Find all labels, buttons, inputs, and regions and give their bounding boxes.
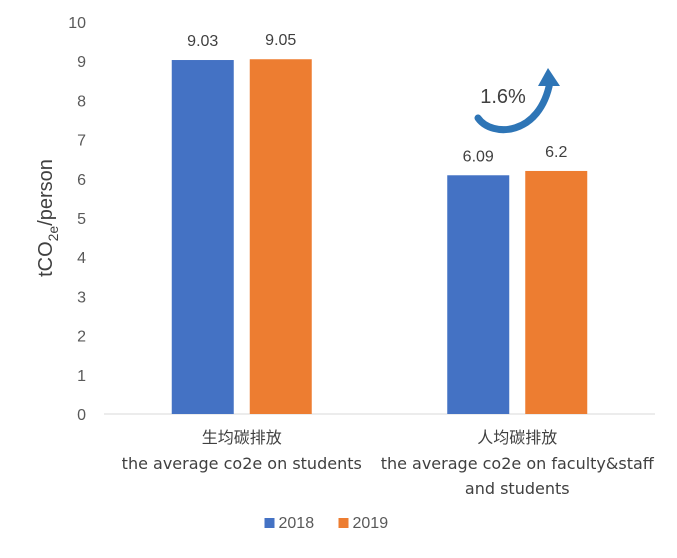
y-tick-label: 4 xyxy=(77,250,86,267)
data-label: 9.03 xyxy=(187,33,218,50)
legend-swatch-2018 xyxy=(264,518,275,528)
y-tick-label: 1 xyxy=(77,368,86,385)
bar-2019-0 xyxy=(249,59,312,415)
category-label-en: the average co2e on students xyxy=(122,454,362,473)
growth-annotation: 1.6% xyxy=(474,68,560,134)
data-labels: 9.03 9.05 6.09 6.2 xyxy=(187,32,567,165)
y-tick-label: 7 xyxy=(77,133,86,150)
curved-arrow-icon xyxy=(474,78,554,134)
legend: 2018 2019 xyxy=(264,515,389,532)
arrow-head xyxy=(538,68,560,86)
category-labels: 生均碳排放 the average co2e on students 人均碳排放 th… xyxy=(122,428,655,498)
data-label: 9.05 xyxy=(265,32,296,49)
y-tick-label: 2 xyxy=(77,329,86,346)
category-label-cn: 人均碳排放 xyxy=(477,428,557,447)
y-axis-label-sub: 2e xyxy=(45,226,61,242)
legend-label: 2018 xyxy=(279,515,315,532)
y-axis-ticks: 0 1 2 3 4 5 6 7 8 9 10 xyxy=(68,15,86,424)
y-tick-label: 9 xyxy=(77,54,86,71)
growth-percent-label: 1.6% xyxy=(480,86,526,108)
y-tick-label: 0 xyxy=(77,407,86,424)
data-label: 6.2 xyxy=(545,144,567,161)
legend-label: 2019 xyxy=(353,515,389,532)
y-tick-label: 6 xyxy=(77,172,86,189)
category-label-cn: 生均碳排放 xyxy=(202,428,282,447)
category-label-en: the average co2e on faculty&staff xyxy=(381,454,655,473)
bar-2019-1 xyxy=(525,170,588,414)
y-axis-label: tCO2e/person xyxy=(35,159,61,277)
bar-2018-1 xyxy=(447,175,510,414)
y-tick-label: 8 xyxy=(77,93,86,110)
legend-swatch-2019 xyxy=(338,518,349,528)
y-axis-label-main: tCO xyxy=(35,241,57,277)
category-label-en: and students xyxy=(465,479,570,498)
y-tick-label: 3 xyxy=(77,289,86,306)
y-tick-label: 10 xyxy=(68,15,86,32)
y-tick-label: 5 xyxy=(77,211,86,228)
bars xyxy=(171,59,588,415)
data-label: 6.09 xyxy=(463,148,494,165)
y-axis-label-tail: /person xyxy=(35,159,57,226)
bar-2018-0 xyxy=(171,60,234,415)
